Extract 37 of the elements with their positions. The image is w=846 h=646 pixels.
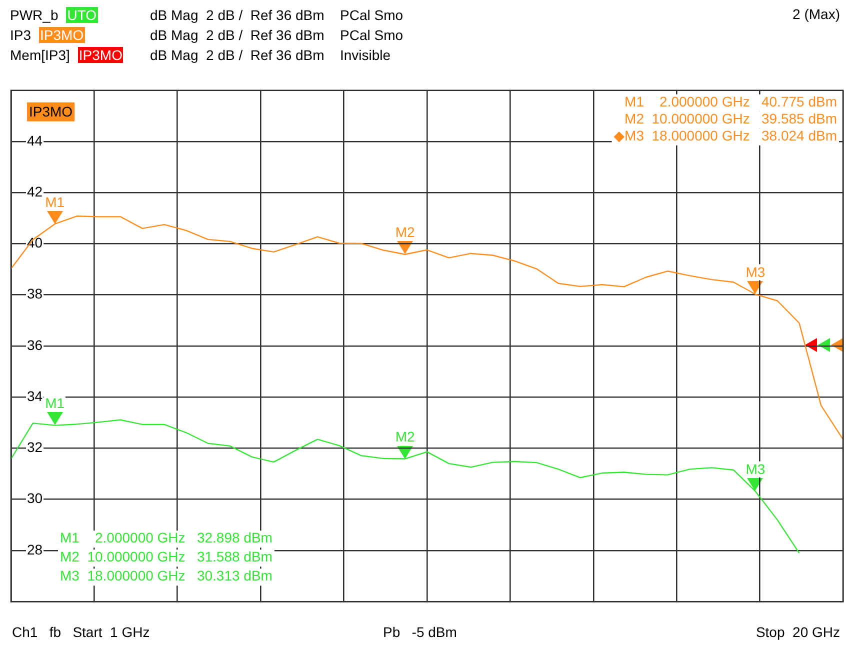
text: IP3MO (39, 27, 85, 43)
y-tick-label: 36 (27, 336, 43, 353)
text: dB Mag 2 dB / Ref 36 dBm (150, 47, 324, 63)
text: Ch1 fb Start 1 GHz (12, 624, 150, 640)
y-tick-label: 32 (27, 439, 43, 456)
annotation: M1 (45, 395, 65, 412)
text: PCal Smo (340, 27, 404, 43)
text: Stop 20 GHz (756, 624, 840, 640)
text: Invisible (340, 47, 391, 63)
annotation: M3 18.000000 GHz 30.313 dBm (60, 567, 272, 584)
annotation: M1 (45, 194, 65, 210)
text: dB Mag 2 dB / Ref 36 dBm (150, 27, 324, 43)
y-tick-label: 34 (27, 388, 43, 404)
y-tick-label: 30 (27, 490, 43, 506)
text: 2 (Max) (792, 6, 840, 22)
text: PCal Smo (340, 7, 404, 23)
annotation: M3 (746, 461, 766, 478)
legend-label: PWR_b (10, 7, 58, 23)
annotation: M2 (395, 224, 416, 240)
annotation: M3 (746, 264, 766, 280)
legend-label: Mem[IP3] (10, 47, 70, 63)
annotation: M2 10.000000 GHz 31.588 dBm (60, 548, 272, 564)
y-tick-label: 28 (27, 541, 43, 558)
y-tick-label: 44 (27, 132, 43, 148)
annotation: M1 2.000000 GHz 40.775 dBm (624, 93, 837, 110)
annotation: M2 10.000000 GHz 39.585 dBm (624, 110, 837, 126)
y-tick-label: 42 (27, 184, 43, 200)
text: UTO (66, 7, 98, 23)
text: dB Mag 2 dB / Ref 36 dBm (150, 7, 324, 23)
text: Pb -5 dBm (383, 624, 457, 640)
annotation: ◆M3 18.000000 GHz 38.024 dBm (614, 127, 837, 144)
annotation: IP3MO (29, 103, 73, 120)
y-tick-label: 38 (27, 286, 43, 302)
annotation: M2 (395, 428, 416, 445)
annotation: M1 2.000000 GHz 32.898 dBm (60, 529, 272, 546)
legend-label: IP3 (10, 27, 32, 43)
text: IP3MO (78, 47, 124, 63)
